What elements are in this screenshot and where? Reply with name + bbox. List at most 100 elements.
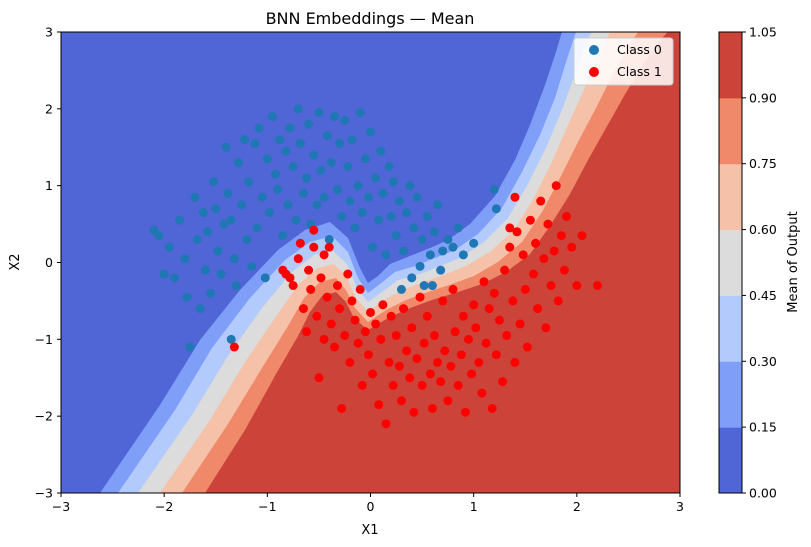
class1-point (376, 334, 386, 344)
class0-point (192, 234, 202, 244)
colorbar-segment (719, 427, 742, 494)
colorbar-tick-label: 0.45 (749, 288, 777, 303)
class1-point (295, 238, 305, 248)
class0-point (231, 281, 241, 291)
class0-point (363, 192, 373, 202)
class1-point (319, 334, 329, 344)
class1-point (477, 388, 487, 398)
class1-point (363, 350, 373, 360)
class0-point (433, 200, 443, 210)
x-tick-label: −1 (258, 499, 276, 514)
class0-point (257, 192, 267, 202)
class1-point (505, 223, 515, 233)
class1-point (350, 315, 360, 325)
class0-point (429, 227, 439, 237)
class0-point (219, 219, 229, 229)
class1-point (360, 327, 370, 337)
class0-point (278, 231, 288, 241)
y-tick-label: −2 (35, 409, 53, 424)
y-axis-label: X2 (8, 253, 23, 270)
class0-point (360, 154, 370, 164)
class0-point (242, 234, 252, 244)
class1-point (453, 380, 463, 390)
class1-point (487, 403, 497, 413)
class0-point (357, 208, 367, 218)
class1-point (429, 330, 439, 340)
class1-point (304, 265, 314, 275)
class0-point (216, 269, 226, 279)
class0-point (407, 273, 417, 283)
x-tick-label: 1 (470, 499, 478, 514)
class0-point (209, 177, 219, 187)
class0-point (283, 200, 293, 210)
class0-point (260, 273, 270, 283)
class0-point (195, 304, 205, 314)
class1-point (306, 284, 316, 294)
class1-point (345, 357, 355, 367)
class1-point (572, 281, 582, 291)
class1-point (536, 196, 546, 206)
y-tick-label: 2 (45, 101, 53, 116)
class0-point (422, 211, 432, 221)
colorbar-segment (719, 229, 742, 296)
class1-point (288, 281, 298, 291)
class0-point (394, 196, 404, 206)
class0-point (226, 334, 236, 344)
class0-point (417, 234, 427, 244)
class0-point (206, 288, 216, 298)
colorbar-tick-label: 0.90 (749, 90, 777, 105)
class1-point (450, 327, 460, 337)
class1-point (427, 403, 437, 413)
class1-point (567, 242, 577, 252)
legend-marker-class1 (589, 67, 599, 77)
class0-point (384, 161, 394, 171)
class1-point (324, 242, 334, 252)
class1-point (371, 319, 381, 329)
class0-point (326, 158, 336, 168)
class0-point (298, 188, 308, 198)
class0-point (399, 246, 409, 256)
class0-point (229, 254, 239, 264)
class0-point (281, 146, 291, 156)
class1-point (440, 346, 450, 356)
class0-point (175, 215, 185, 225)
colorbar-tick-label: 0.30 (749, 354, 777, 369)
colorbar-tick-label: 0.60 (749, 222, 777, 237)
colorbar-tick-label: 0.15 (749, 420, 777, 435)
contour-band-6 (205, 32, 680, 493)
class1-point (529, 269, 539, 279)
class1-point (505, 242, 515, 252)
class0-point (388, 177, 398, 187)
class0-point (374, 215, 384, 225)
legend-label-class0: Class 0 (617, 42, 662, 57)
class0-point (237, 200, 247, 210)
class1-point (312, 311, 322, 321)
colorbar-tick-label: 1.05 (749, 25, 777, 40)
class1-point (471, 323, 481, 333)
class1-point (456, 350, 466, 360)
class0-point (312, 200, 322, 210)
class1-point (549, 246, 559, 256)
class1-point (422, 311, 432, 321)
class0-point (293, 104, 303, 114)
class1-point (316, 273, 326, 283)
class0-point (247, 261, 257, 271)
class1-point (498, 377, 508, 387)
class0-point (164, 242, 174, 252)
class0-point (386, 211, 396, 221)
class0-point (371, 173, 381, 183)
class1-point (366, 307, 375, 317)
x-tick-label: −2 (155, 499, 173, 514)
class1-point (533, 304, 543, 314)
class1-point (543, 219, 553, 229)
colorbar-label: Mean of Output (786, 211, 801, 312)
class0-point (267, 112, 277, 122)
class0-point (469, 238, 479, 248)
class0-point (213, 246, 223, 256)
class1-point (353, 338, 363, 348)
colorbar-segment (719, 97, 742, 165)
class1-point (541, 323, 551, 333)
class1-point (559, 265, 569, 275)
colorbar-tick-label: 0.00 (749, 486, 777, 501)
class1-point (419, 338, 429, 348)
